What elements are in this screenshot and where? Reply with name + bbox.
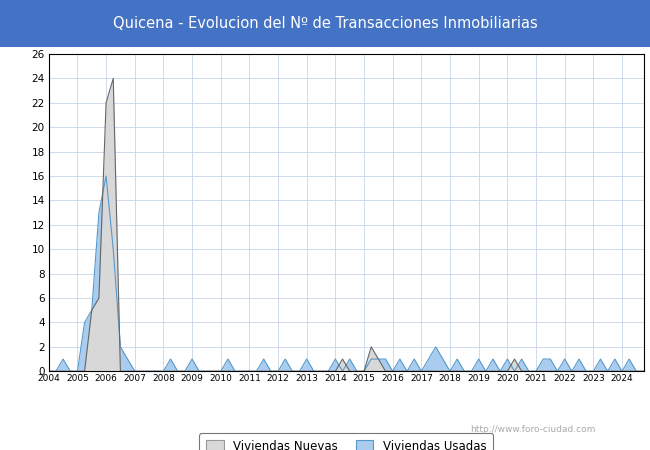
Text: http://www.foro-ciudad.com: http://www.foro-ciudad.com [471,425,595,434]
Legend: Viviendas Nuevas, Viviendas Usadas: Viviendas Nuevas, Viviendas Usadas [199,433,493,450]
Text: Quicena - Evolucion del Nº de Transacciones Inmobiliarias: Quicena - Evolucion del Nº de Transaccio… [112,16,538,31]
